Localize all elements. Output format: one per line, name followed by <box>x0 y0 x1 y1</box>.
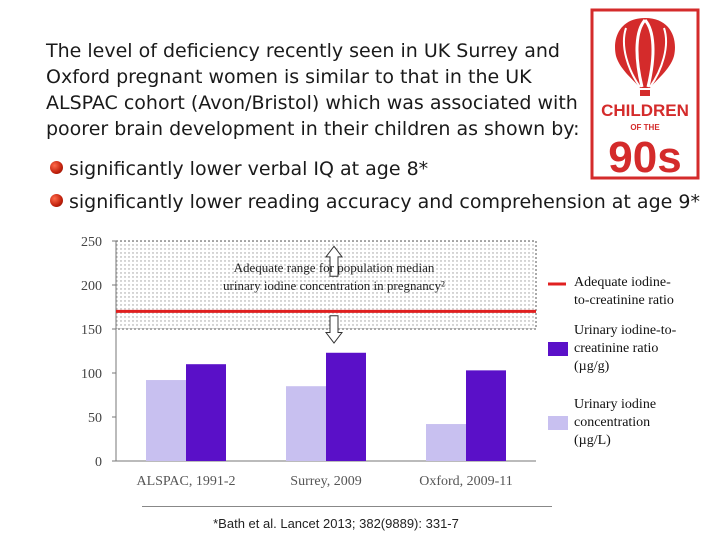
legend-label: (µg/g) <box>574 359 610 374</box>
balloon-icon <box>615 18 675 96</box>
legend-label: creatinine ratio <box>574 341 658 356</box>
legend-label: Urinary iodine <box>574 397 656 412</box>
x-tick-label: Surrey, 2009 <box>290 474 361 489</box>
bullet-verbal-iq: significantly lower verbal IQ at age 8* <box>50 158 428 180</box>
bar <box>426 424 466 461</box>
reference-divider <box>142 506 552 507</box>
iodine-bar-chart: 0 50 100 150 200 250 ALSPAC, 1991-2 Surrey, 200… <box>81 235 677 489</box>
logo-text-of-the: OF THE <box>630 123 660 132</box>
legend-label: (µg/L) <box>574 433 611 448</box>
y-tick-label: 200 <box>81 279 102 294</box>
up-arrow-icon <box>324 245 344 277</box>
adequate-range-band <box>115 240 537 330</box>
legend-swatch-box <box>548 342 568 356</box>
bullet-dot-icon <box>50 161 63 174</box>
x-tick-label: ALSPAC, 1991-2 <box>136 474 235 489</box>
bar <box>286 386 326 461</box>
y-tick-label: 100 <box>81 367 102 382</box>
bar <box>326 352 366 461</box>
y-tick-label: 0 <box>95 455 102 470</box>
y-tick-label: 250 <box>81 235 102 250</box>
adequate-range-label: urinary iodine concentration in pregnanc… <box>223 278 445 293</box>
bar <box>146 380 186 461</box>
children-of-the-90s-logo: CHILDREN OF THE 90s <box>590 8 700 180</box>
logo-text-children: CHILDREN <box>601 101 689 120</box>
citation: *Bath et al. Lancet 2013; 382(9889): 331… <box>0 516 720 531</box>
logo-border <box>590 8 700 180</box>
legend-swatch-box <box>548 416 568 430</box>
adequate-range-label: Adequate range for population median <box>234 260 435 275</box>
down-arrow-icon <box>324 315 344 344</box>
legend-label: concentration <box>574 415 650 430</box>
y-tick-label: 50 <box>88 411 102 426</box>
x-tick-label: Oxford, 2009-11 <box>419 474 513 489</box>
bar <box>186 364 226 461</box>
bullet-text: significantly lower reading accuracy and… <box>69 191 700 213</box>
y-tick-label: 150 <box>81 323 102 338</box>
bar <box>466 370 506 461</box>
logo-text-90s: 90s <box>608 133 681 180</box>
bullet-dot-icon <box>50 194 63 207</box>
bullet-text: significantly lower verbal IQ at age 8* <box>69 158 429 180</box>
legend-label: to-creatinine ratio <box>574 293 674 308</box>
legend-label: Urinary iodine-to- <box>574 323 677 338</box>
citation-text: *Bath et al. Lancet 2013; 382(9889): 331… <box>213 516 459 531</box>
bullet-reading: significantly lower reading accuracy and… <box>50 191 700 213</box>
legend-label: Adequate iodine- <box>574 275 671 290</box>
intro-paragraph: The level of deficiency recently seen in… <box>46 40 580 140</box>
